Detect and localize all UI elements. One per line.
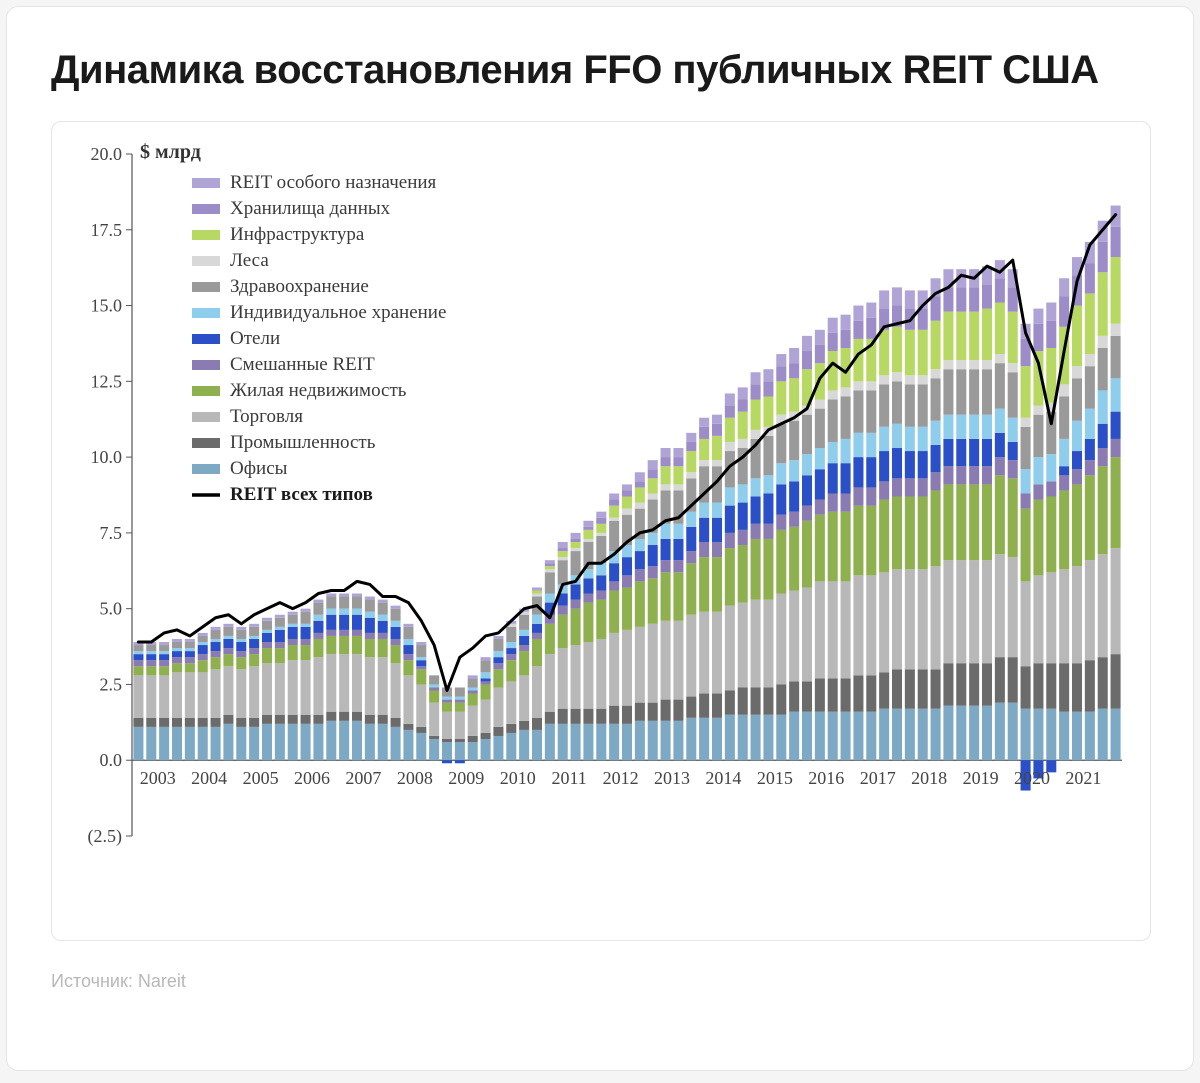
chart-card: Динамика восстановления FFO публичных RE… [6,6,1194,1071]
svg-text:2013: 2013 [654,768,690,788]
svg-text:2021: 2021 [1065,768,1101,788]
svg-text:0.0: 0.0 [100,750,123,770]
svg-text:2.5: 2.5 [100,674,123,694]
stacked-bar-chart: $ млрд (2.5) 0.0 2.5 5.0 7.5 10.0 12.5 15.0 17.5 2… [60,136,1134,926]
svg-text:2018: 2018 [911,768,947,788]
svg-text:2004: 2004 [191,768,227,788]
svg-text:2011: 2011 [551,768,586,788]
svg-text:REIT всех типов: REIT всех типов [230,484,373,505]
svg-text:Жилая недвижимость: Жилая недвижимость [230,380,407,401]
svg-text:17.5: 17.5 [91,220,123,240]
chart-frame: $ млрд (2.5) 0.0 2.5 5.0 7.5 10.0 12.5 15.0 17.5 2… [51,121,1151,941]
svg-text:Хранилища данных: Хранилища данных [230,198,391,219]
source-label: Источник: Nareit [51,971,1149,992]
svg-text:7.5: 7.5 [100,523,123,543]
svg-text:2017: 2017 [860,768,896,788]
svg-text:Леса: Леса [230,250,269,271]
svg-text:2009: 2009 [448,768,484,788]
svg-text:$ млрд: $ млрд [140,141,201,163]
svg-text:Промышленность: Промышленность [230,432,376,453]
svg-text:2003: 2003 [140,768,176,788]
svg-text:2010: 2010 [500,768,536,788]
svg-text:2014: 2014 [705,768,741,788]
svg-text:20.0: 20.0 [91,144,123,164]
chart-legend: REIT особого назначения Хранилища данных И… [180,168,480,520]
svg-text:Офисы: Офисы [230,458,288,479]
svg-text:2020: 2020 [1014,768,1050,788]
svg-text:Инфраструктура: Инфраструктура [230,224,365,245]
svg-text:REIT особого назначения: REIT особого назначения [230,172,437,193]
svg-text:2008: 2008 [397,768,433,788]
svg-text:2015: 2015 [757,768,793,788]
svg-text:(2.5): (2.5) [88,826,123,847]
svg-text:2012: 2012 [603,768,639,788]
svg-text:Здравоохранение: Здравоохранение [230,276,369,297]
svg-text:2005: 2005 [243,768,279,788]
svg-text:12.5: 12.5 [91,371,123,391]
chart-title: Динамика восстановления FFO публичных RE… [51,47,1149,93]
svg-text:Индивидуальное хранение: Индивидуальное хранение [230,302,446,323]
svg-text:2016: 2016 [808,768,844,788]
svg-text:15.0: 15.0 [91,296,123,316]
svg-text:Торговля: Торговля [230,406,303,427]
svg-text:2006: 2006 [294,768,330,788]
svg-text:10.0: 10.0 [91,447,123,467]
svg-text:Отели: Отели [230,328,280,349]
svg-text:2007: 2007 [345,768,381,788]
svg-text:5.0: 5.0 [100,599,123,619]
svg-text:Смешанные REIT: Смешанные REIT [230,354,375,375]
svg-text:2019: 2019 [963,768,999,788]
